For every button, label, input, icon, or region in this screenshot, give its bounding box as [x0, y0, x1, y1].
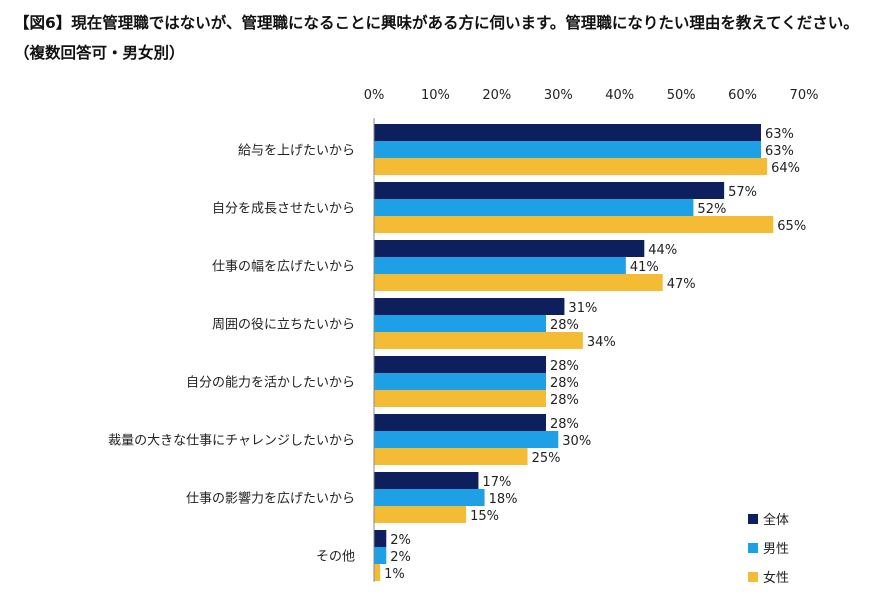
bar-2	[374, 448, 528, 465]
category-label: 自分を成長させたいから	[212, 202, 355, 217]
data-label: 28%	[550, 359, 579, 374]
x-tick-label: 60%	[728, 88, 757, 103]
chart-title: 【図6】現在管理職ではないが、管理職になることに興味がある方に伺います。管理職に…	[14, 14, 859, 62]
data-label: 65%	[777, 219, 806, 234]
data-label: 2%	[390, 550, 411, 565]
data-label: 63%	[765, 127, 794, 142]
category-label: その他	[316, 550, 355, 565]
legend-swatch	[748, 543, 758, 553]
legend-label: 男性	[763, 542, 789, 557]
data-label: 25%	[532, 451, 561, 466]
data-label: 2%	[390, 533, 411, 548]
legend-label: 女性	[763, 570, 789, 586]
category-label: 給与を上げたいから	[238, 144, 355, 159]
bar-2	[374, 158, 768, 175]
bar-0	[374, 298, 565, 315]
category-label: 自分の能力を活かしたいから	[186, 376, 355, 391]
bar-2	[374, 216, 774, 233]
legend-label: 全体	[763, 512, 789, 528]
data-label: 1%	[384, 567, 405, 582]
category-label: 裁量の大きな仕事にチャレンジしたいから	[108, 433, 355, 449]
data-label: 44%	[648, 243, 677, 258]
legend-swatch	[748, 514, 758, 524]
data-label: 47%	[667, 277, 696, 292]
bar-0	[374, 240, 645, 257]
legend-swatch	[748, 572, 758, 582]
data-label: 28%	[550, 417, 579, 432]
x-tick-label: 50%	[667, 88, 696, 103]
data-label: 57%	[728, 185, 757, 200]
data-label: 28%	[550, 376, 579, 391]
bar-1	[374, 373, 546, 390]
data-label: 63%	[765, 144, 794, 159]
x-tick-label: 10%	[421, 88, 450, 103]
x-tick-label: 70%	[790, 88, 819, 103]
bar-0	[374, 182, 725, 199]
bar-1	[374, 257, 626, 274]
data-label: 15%	[470, 509, 499, 524]
data-label: 17%	[482, 475, 511, 490]
bar-0	[374, 356, 546, 373]
data-label: 52%	[697, 202, 726, 217]
data-label: 28%	[550, 393, 579, 408]
x-tick-label: 30%	[544, 88, 573, 103]
data-label: 64%	[771, 161, 800, 176]
category-label: 周囲の役に立ちたいから	[212, 318, 355, 333]
bar-0	[374, 472, 479, 489]
bar-2	[374, 564, 381, 581]
data-label: 30%	[562, 434, 591, 449]
bar-0	[374, 414, 546, 431]
bar-1	[374, 141, 761, 158]
data-label: 34%	[587, 335, 616, 350]
bar-1	[374, 489, 485, 506]
bar-2	[374, 390, 546, 407]
bar-2	[374, 332, 583, 349]
bar-0	[374, 124, 761, 141]
bar-1	[374, 431, 559, 448]
data-label: 41%	[630, 260, 659, 275]
data-label: 31%	[568, 301, 597, 316]
x-tick-label: 0%	[364, 88, 385, 103]
bar-2	[374, 274, 663, 291]
bar-1	[374, 315, 546, 332]
bar-1	[374, 199, 694, 216]
bar-1	[374, 547, 387, 564]
data-label: 28%	[550, 318, 579, 333]
x-tick-label: 40%	[605, 88, 634, 103]
bar-2	[374, 506, 467, 523]
data-label: 18%	[489, 492, 518, 507]
category-label: 仕事の影響力を広げたいから	[186, 491, 355, 507]
x-tick-label: 20%	[482, 88, 511, 103]
bar-0	[374, 530, 387, 547]
category-label: 仕事の幅を広げたいから	[212, 260, 355, 275]
